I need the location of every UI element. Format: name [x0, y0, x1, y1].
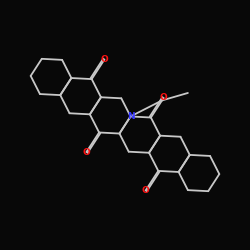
Text: O: O: [82, 148, 90, 156]
Text: O: O: [100, 55, 108, 64]
Text: O: O: [160, 94, 168, 102]
Text: O: O: [142, 186, 150, 195]
Text: N: N: [127, 112, 134, 121]
